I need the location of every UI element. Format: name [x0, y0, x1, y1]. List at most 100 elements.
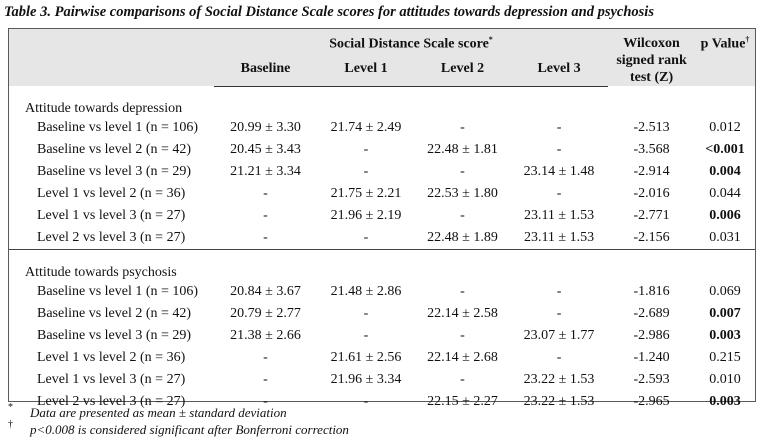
results-table-container: Social Distance Scale score* Wilcoxon si…	[8, 28, 756, 409]
cell-level2: -	[460, 284, 465, 299]
table-row: Baseline vs level 1 (n = 106) 20.84 ± 3.6…	[9, 281, 755, 303]
cell-baseline: -	[263, 208, 268, 223]
cell-level2: 22.14 ± 2.68	[427, 350, 498, 365]
cell-baseline: -	[263, 186, 268, 201]
header-pvalue-footnote-mark: †	[745, 35, 750, 44]
cell-baseline: 20.99 ± 3.30	[230, 120, 301, 135]
cell-level3: 23.22 ± 1.53	[523, 372, 595, 387]
cell-p: 0.006	[709, 208, 741, 223]
table-caption: Table 3. Pairwise comparisons of Social …	[4, 4, 654, 20]
section-title: Attitude towards depression	[25, 101, 183, 116]
table-row: Baseline vs level 3 (n = 29) 21.38 ± 2.66…	[9, 325, 755, 347]
footnote-text: Data are presented as mean ± standard de…	[30, 405, 287, 420]
cell-baseline: 21.21 ± 3.34	[230, 164, 301, 179]
cell-level3: -	[556, 306, 562, 321]
cell-z: -2.771	[633, 208, 670, 223]
cell-level2: 22.15 ± 2.27	[427, 394, 498, 409]
cell-p: 0.007	[709, 306, 741, 321]
spacer-cell	[9, 86, 755, 98]
header-group-label: Social Distance Scale score	[329, 36, 489, 52]
cell-level1: 21.75 ± 2.21	[330, 186, 402, 201]
header-pvalue-label: p Value	[700, 36, 746, 52]
header-empty-cell-2	[9, 53, 214, 86]
cell-level2: -	[460, 372, 465, 387]
cell-level2: -	[460, 328, 465, 343]
header-wilcoxon-line3: test (Z)	[629, 70, 674, 85]
cell-p: <0.001	[705, 142, 745, 157]
cell-level3: 23.22 ± 1.53	[523, 394, 595, 409]
row-label: Level 1 vs level 2 (n = 36)	[37, 186, 186, 201]
section-divider-line	[9, 249, 756, 250]
cell-z: -2.016	[633, 186, 670, 201]
cell-level1: -	[363, 142, 369, 157]
row-label: Level 2 vs level 3 (n = 27)	[37, 230, 186, 245]
row-label: Baseline vs level 1 (n = 106)	[37, 284, 199, 299]
header-wilcoxon-line1: Wilcoxon	[623, 36, 680, 51]
spacer-cell	[9, 250, 755, 262]
header-pvalue: p Value†	[695, 29, 755, 86]
cell-level2: -	[460, 208, 465, 223]
row-label: Baseline vs level 2 (n = 42)	[37, 306, 192, 321]
cell-level1: 21.96 ± 2.19	[330, 208, 402, 223]
cell-level3: -	[556, 350, 562, 365]
table-row: Baseline vs level 2 (n = 42) 20.79 ± 2.77…	[9, 303, 755, 325]
cell-level2: -	[460, 120, 465, 135]
row-label: Baseline vs level 3 (n = 29)	[37, 164, 192, 179]
cell-level1: 21.96 ± 3.34	[330, 372, 402, 387]
results-table: Social Distance Scale score * Wilcoxon si…	[9, 29, 756, 413]
cell-z: -2.914	[633, 164, 670, 179]
table-row: Level 1 vs level 3 (n = 27) - 21.96 ± 3.34…	[9, 369, 755, 391]
cell-level2: 22.48 ± 1.81	[427, 142, 498, 157]
cell-p: 0.069	[709, 284, 741, 299]
cell-baseline: 21.38 ± 2.66	[230, 328, 301, 343]
section-title: Attitude towards psychosis	[25, 265, 177, 280]
row-label: Baseline vs level 2 (n = 42)	[37, 142, 192, 157]
table-row: Baseline vs level 1 (n = 106) 20.99 ± 3.3…	[9, 117, 755, 139]
spacer-row	[9, 86, 755, 98]
cell-level2: 22.14 ± 2.58	[427, 306, 498, 321]
header-wilcoxon-line2: signed rank	[616, 53, 687, 68]
cell-level2: 22.48 ± 1.89	[427, 230, 498, 245]
cell-z: -2.513	[633, 120, 670, 135]
cell-level2: 22.53 ± 1.80	[427, 186, 498, 201]
cell-level1: -	[363, 164, 369, 179]
table-row: Level 1 vs level 2 (n = 36) - 21.75 ± 2.21…	[9, 183, 755, 205]
cell-p: 0.010	[709, 372, 741, 387]
cell-level3: 23.14 ± 1.48	[523, 164, 595, 179]
cell-z: -2.593	[633, 372, 670, 387]
cell-level1: 21.48 ± 2.86	[330, 284, 402, 299]
cell-baseline: 20.84 ± 3.67	[230, 284, 301, 299]
cell-p: 0.012	[709, 120, 741, 135]
cell-p: 0.003	[709, 394, 741, 409]
cell-baseline: 20.79 ± 2.77	[230, 306, 301, 321]
cell-baseline: -	[263, 394, 268, 409]
cell-level1: -	[363, 328, 369, 343]
row-label: Level 1 vs level 3 (n = 27)	[37, 208, 186, 223]
header-wilcoxon: Wilcoxon signed rank test (Z)	[608, 29, 695, 86]
footnote-mark: *	[8, 402, 13, 413]
cell-z: -2.689	[633, 306, 670, 321]
cell-level3: 23.11 ± 1.53	[523, 230, 595, 245]
header-col-level1: Level 1	[317, 53, 415, 87]
row-label: Baseline vs level 3 (n = 29)	[37, 328, 192, 343]
cell-p: 0.003	[709, 328, 741, 343]
section-title-row: Attitude towards depression	[9, 98, 755, 117]
header-col-level2: Level 2	[415, 53, 510, 87]
cell-baseline: 20.45 ± 3.43	[230, 142, 301, 157]
cell-level1: 21.74 ± 2.49	[330, 120, 402, 135]
row-label: Level 1 vs level 2 (n = 36)	[37, 350, 186, 365]
cell-z: -1.816	[633, 284, 670, 299]
cell-level1: -	[363, 394, 369, 409]
cell-level3: -	[556, 186, 562, 201]
table-body: Attitude towards depression Baseline vs l…	[9, 86, 756, 413]
header-empty-cell	[9, 29, 214, 53]
cell-z: -2.986	[633, 328, 670, 343]
footnote-mark: †	[8, 419, 13, 430]
cell-baseline: -	[263, 230, 268, 245]
cell-p: 0.215	[709, 350, 741, 365]
section-divider	[9, 249, 756, 250]
cell-level1: -	[363, 230, 369, 245]
cell-z: -1.240	[633, 350, 670, 365]
header-col-baseline: Baseline	[214, 53, 317, 87]
row-label: Baseline vs level 1 (n = 106)	[37, 120, 199, 135]
